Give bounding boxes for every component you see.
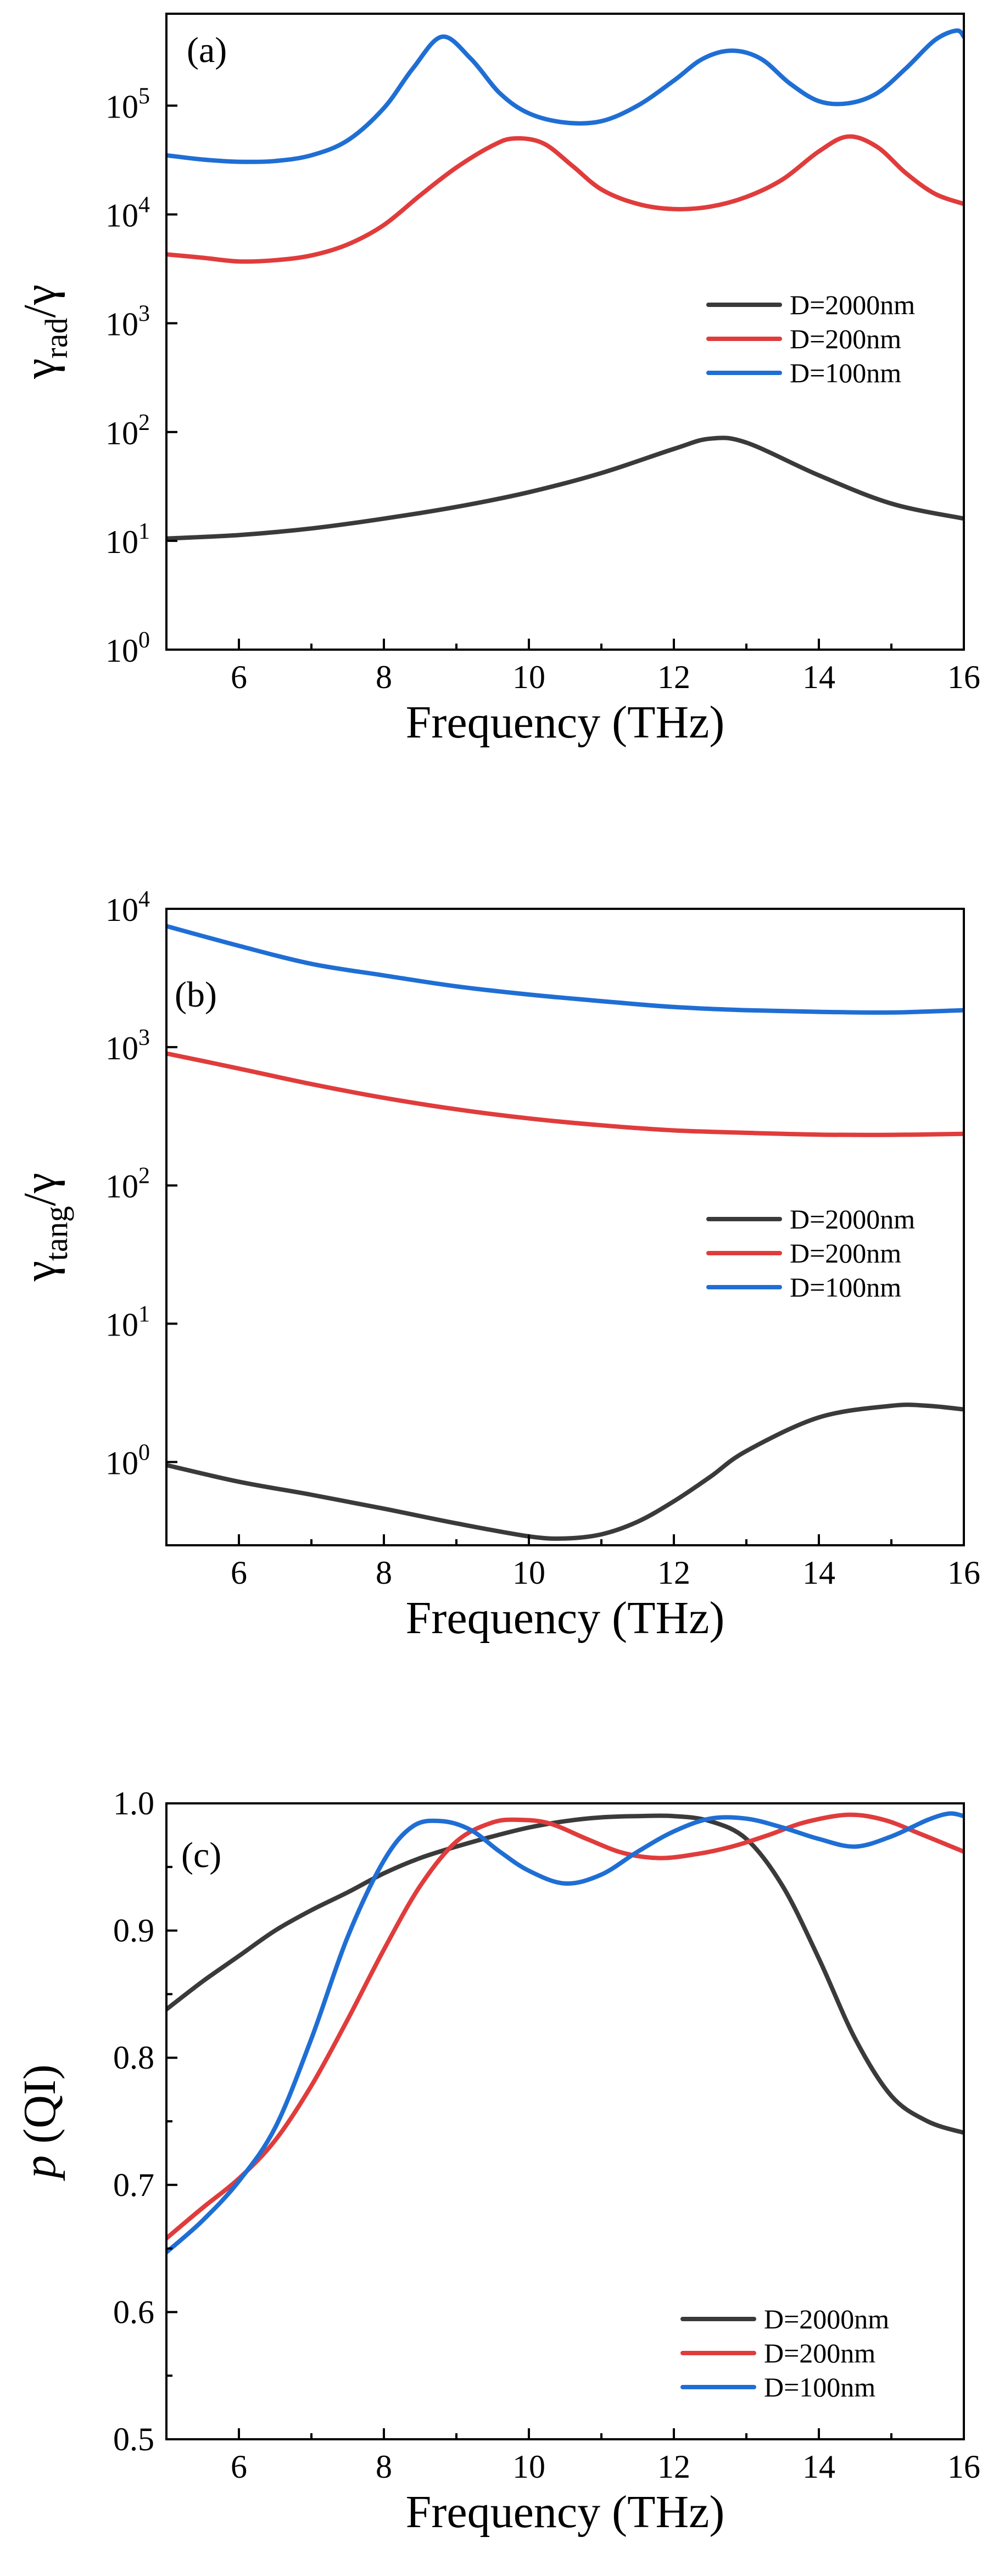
- x-tick-label: 6: [231, 659, 247, 695]
- x-axis-title: Frequency (THz): [406, 697, 725, 748]
- series-group: [166, 924, 964, 1541]
- legend-label: D=200nm: [790, 1238, 901, 1269]
- legend-label: D=200nm: [764, 2338, 875, 2368]
- panel-label: (b): [175, 975, 217, 1015]
- y-axis-title: p (QI): [14, 2064, 65, 2181]
- y-tick-label: 100: [105, 1440, 150, 1481]
- x-tick-label: 16: [947, 1555, 980, 1591]
- legend-label: D=100nm: [764, 2372, 875, 2402]
- panel-a: 6 8 10 12 14 16 100 101 102 103 104 105 Frequency (T…: [14, 13, 980, 748]
- y-axis-title: γrad/γ: [14, 284, 74, 379]
- x-tick-label: 10: [512, 1555, 545, 1591]
- x-tick-label: 12: [657, 659, 690, 695]
- y-tick-label: 103: [105, 301, 150, 343]
- y-tick-label: 100: [105, 628, 150, 669]
- y-tick-label: 105: [105, 83, 150, 125]
- x-tick-label: 14: [802, 2449, 835, 2485]
- x-tick-label: 16: [947, 659, 980, 695]
- x-tick-label: 6: [231, 1555, 247, 1591]
- y-tick-label: 0.7: [113, 2167, 154, 2203]
- series-group: [166, 28, 964, 541]
- y-tick-label: 104: [105, 887, 150, 928]
- y-tick-label: 0.9: [113, 1913, 154, 1949]
- series-line-d-2000nm: [166, 435, 964, 541]
- series-line-d-100nm: [166, 1811, 964, 2255]
- x-tick-label: 12: [657, 1555, 690, 1591]
- legend-label: D=2000nm: [764, 2304, 889, 2334]
- y-tick-label: 0.5: [113, 2421, 154, 2457]
- series-line-d-200nm: [166, 1812, 964, 2241]
- x-tick-label: 6: [231, 2449, 247, 2485]
- x-axis-title: Frequency (THz): [406, 1592, 725, 1644]
- x-tick-label: 10: [512, 2449, 545, 2485]
- y-tick-label: 103: [105, 1025, 150, 1066]
- series-line-d-200nm: [166, 134, 964, 264]
- legend: D=2000nm D=200nm D=100nm: [680, 2304, 889, 2402]
- series-group: [166, 1811, 964, 2255]
- x-axis-title: Frequency (THz): [406, 2486, 725, 2538]
- panel-b: 6 8 10 12 14 16 100 101 102 103 104 Frequency (THz)…: [14, 887, 980, 1644]
- y-tick-label: 0.8: [113, 2039, 154, 2076]
- legend-label: D=100nm: [790, 1272, 901, 1303]
- legend-label: D=2000nm: [790, 1204, 915, 1234]
- x-tick-label: 8: [376, 2449, 392, 2485]
- y-tick-label: 101: [105, 1302, 150, 1343]
- x-tick-label: 14: [802, 659, 835, 695]
- series-line-d-2000nm: [166, 1813, 964, 2135]
- x-tick-label: 8: [376, 659, 392, 695]
- x-tick-label: 14: [802, 1555, 835, 1591]
- y-tick-label: 104: [105, 193, 150, 234]
- y-tick-label: 1.0: [113, 1785, 154, 1821]
- panel-label: (c): [181, 1835, 221, 1875]
- x-tick-label: 16: [947, 2449, 980, 2485]
- series-line-d-2000nm: [166, 1402, 964, 1541]
- legend-label: D=200nm: [790, 323, 901, 354]
- series-line-d-100nm: [166, 28, 964, 164]
- panel-c: 6 8 10 12 14 16 0.5 0.6 0.7 0.8 0.9 1.0 Frequency (T…: [14, 1785, 980, 2538]
- y-tick-label: 102: [105, 410, 150, 451]
- series-line-d-200nm: [166, 1051, 964, 1137]
- plot-frame: [165, 908, 965, 1546]
- legend-label: D=2000nm: [790, 289, 915, 320]
- plot-frame: [165, 13, 965, 651]
- panel-label: (a): [187, 30, 227, 70]
- y-tick-label: 101: [105, 519, 150, 560]
- series-line-d-100nm: [166, 924, 964, 1015]
- x-tick-label: 8: [376, 1555, 392, 1591]
- y-tick-label: 0.6: [113, 2294, 154, 2330]
- x-tick-label: 12: [657, 2449, 690, 2485]
- y-tick-label: 102: [105, 1164, 150, 1205]
- x-tick-label: 10: [512, 659, 545, 695]
- legend-label: D=100nm: [790, 357, 901, 388]
- y-axis-title: γtang/γ: [14, 1173, 74, 1282]
